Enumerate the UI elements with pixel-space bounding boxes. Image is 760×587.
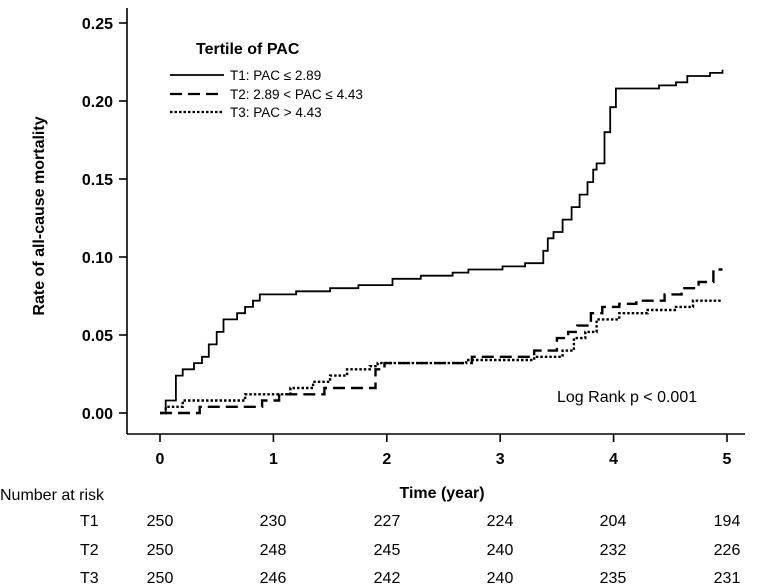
risk-cell-t3-1: 246 [260,570,287,587]
series-line-t3 [160,299,723,415]
risk-cell-t2-1: 248 [260,542,287,559]
legend-entry-t3: T3: PAC > 4.43 [230,105,322,120]
series-line-t1 [160,69,724,414]
risk-cell-t2-0: 250 [147,542,174,559]
series-layer [160,69,724,415]
risk-cell-t2-5: 226 [714,542,741,559]
risk-cell-t2-4: 232 [600,542,627,559]
risk-row-label-t1: T1 [80,513,99,530]
y-tick-label-3: 0.15 [82,172,113,189]
risk-cell-t3-0: 250 [147,570,174,587]
risk-row-label-t3: T3 [80,570,99,587]
x-tick-label-0: 0 [156,451,165,468]
risk-table-title: Number at risk [0,487,105,504]
risk-cell-t1-1: 230 [260,513,287,530]
legend-title: Tertile of PAC [196,41,300,58]
risk-cell-t3-4: 235 [600,570,627,587]
legend-entry-t1: T1: PAC ≤ 2.89 [230,68,321,83]
x-axis-title: Time (year) [399,485,484,502]
legend-entry-t2: T2: 2.89 < PAC ≤ 4.43 [230,87,363,102]
legend: Tertile of PAC T1: PAC ≤ 2.89 T2: 2.89 <… [170,41,363,120]
risk-cell-t3-3: 240 [487,570,514,587]
risk-table: Number at risk T1 250 230 227 224 204 19… [0,487,740,587]
x-tick-label-1: 1 [269,451,278,468]
x-tick-label-2: 2 [382,451,391,468]
risk-cell-t2-3: 240 [487,542,514,559]
risk-cell-t1-5: 194 [714,513,741,530]
risk-row-label-t2: T2 [80,542,99,559]
y-axis-title: Rate of all-cause mortality [31,116,48,315]
x-tick-label-3: 3 [496,451,505,468]
series-line-t2 [160,268,723,415]
risk-cell-t1-3: 224 [487,513,514,530]
x-tick-label-5: 5 [723,451,732,468]
risk-cell-t1-4: 204 [600,513,627,530]
x-tick-label-4: 4 [609,451,618,468]
y-tick-label-4: 0.20 [82,94,113,111]
y-tick-label-0: 0.00 [82,406,113,423]
risk-cell-t2-2: 245 [374,542,401,559]
risk-cell-t1-2: 227 [374,513,401,530]
risk-cell-t3-2: 242 [374,570,401,587]
risk-cell-t3-5: 231 [714,570,741,587]
y-tick-label-1: 0.05 [82,328,113,345]
risk-cell-t1-0: 250 [147,513,174,530]
y-tick-label-2: 0.10 [82,250,113,267]
ticks-layer: 0.00 0.05 0.10 0.15 0.20 0.25 0 1 2 3 4 5 [82,16,732,468]
log-rank-annotation: Log Rank p < 0.001 [557,389,697,406]
y-tick-label-5: 0.25 [82,16,113,33]
